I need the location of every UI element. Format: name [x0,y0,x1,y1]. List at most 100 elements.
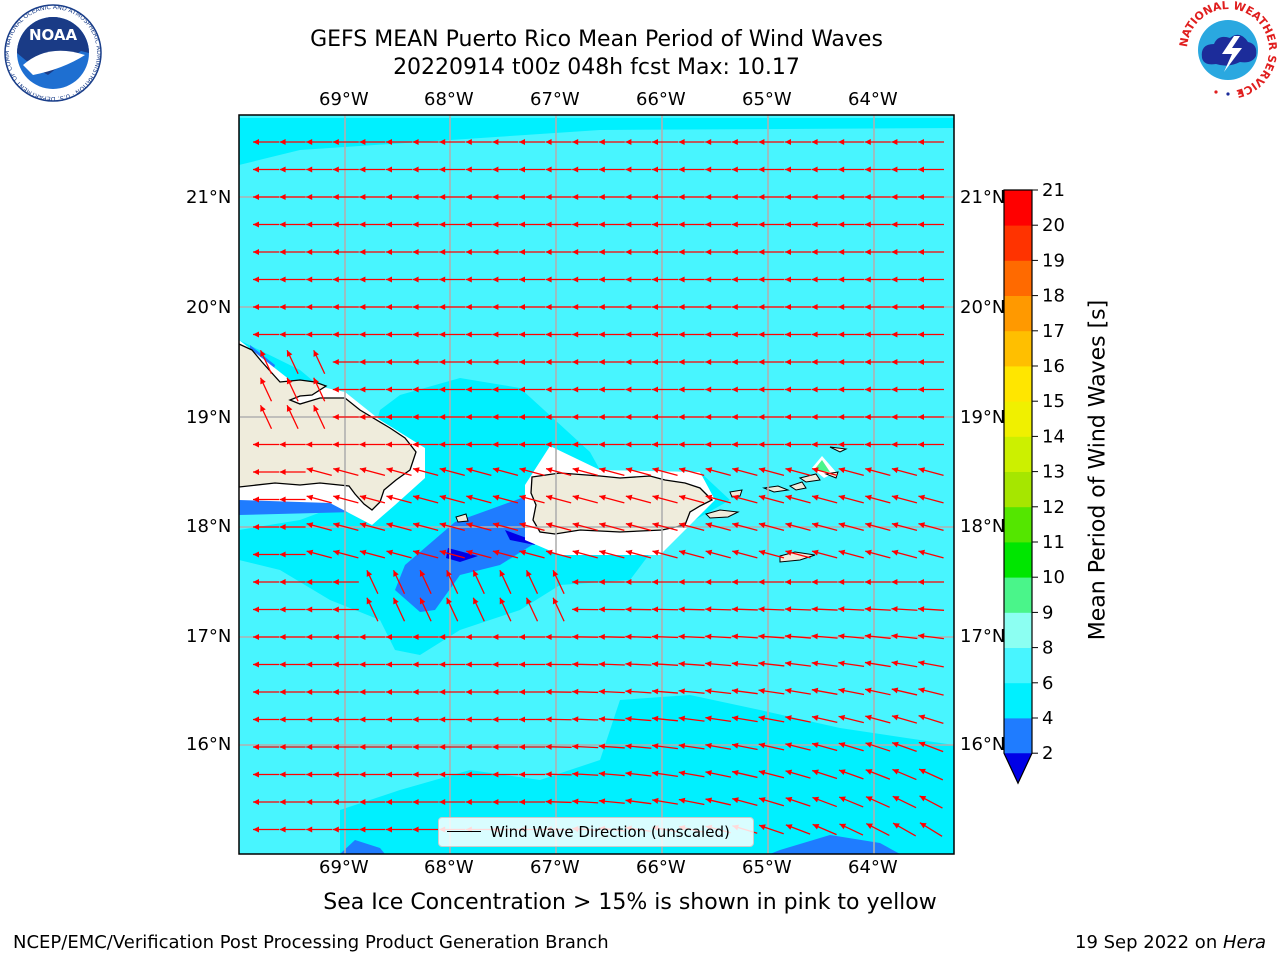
colorbar-band [1004,612,1032,648]
wind-wave-arrowhead [919,795,927,802]
wind-wave-arrowhead [313,350,319,357]
wind-wave-arrowhead [492,716,499,723]
wind-wave-arrowhead [253,166,259,173]
wind-wave-arrowhead [705,249,712,255]
noaa-label: NOAA [29,26,78,44]
lon-label-top-67w: 67°W [530,89,580,110]
wind-wave-arrowhead [678,743,686,749]
wind-wave-arrowhead [678,221,685,228]
colorbar-tick-label: 11 [1042,532,1065,553]
wind-wave-arrowhead [652,549,660,556]
wind-wave-arrowhead [838,742,846,748]
wind-wave-arrowhead [492,194,499,200]
wind-wave-arrowhead [332,359,339,365]
wind-wave-arrowhead [572,359,579,365]
wind-wave-arrowhead [652,441,658,448]
wind-wave-arrowhead [465,166,472,173]
wind-wave-arrowhead [499,597,506,605]
wind-wave-arrowhead [598,139,605,145]
wind-wave-arrowhead [918,221,924,228]
wind-wave-arrowhead [572,606,579,613]
colorbar-band [1004,471,1032,508]
colorbar-band [1004,542,1032,578]
wind-wave-arrowhead [545,249,552,255]
wind-wave-arrowhead [446,597,452,605]
period-zone-lt2-mona-east [505,530,535,545]
wind-wave-arrowhead [386,494,394,501]
wind-wave-arrowhead [359,467,367,474]
wind-wave-arrowhead [812,522,819,529]
wind-wave-arrowhead [732,797,739,804]
wind-wave-arrowhead [572,522,580,529]
wind-wave-arrowhead [758,715,766,722]
wind-wave-arrowhead [519,661,525,668]
wind-wave-arrowhead [279,166,286,173]
wind-wave-arrowhead [519,221,525,228]
wind-wave-arrowhead [918,139,924,145]
colorbar-tick-label: 13 [1042,462,1065,483]
colorbar-tick-label: 15 [1042,391,1065,412]
wind-wave-direction-arrows [253,139,945,837]
wind-wave-arrowhead [386,467,394,474]
wind-wave-arrowhead [253,139,259,145]
wind-wave-arrowhead [705,660,712,667]
wind-wave-arrowhead [918,359,924,365]
wind-wave-arrowhead [918,386,924,393]
map-frame [238,114,955,855]
wind-wave-arrowhead [552,597,559,605]
wind-wave-arrowhead [812,742,819,749]
wind-wave-arrowhead [811,606,818,613]
wind-wave-arrowhead [545,743,552,750]
wind-wave-arrowhead [492,467,500,474]
wind-wave-arrowhead [419,570,426,577]
wind-wave-arrowhead [465,386,472,393]
wind-wave-arrowhead [359,276,366,283]
wind-wave-arrowhead [359,221,366,228]
wind-wave-arrowhead [306,194,313,200]
wind-wave-arrowhead [811,633,818,640]
wind-wave-arrowhead [332,771,339,778]
wind-wave-arrowhead [731,249,738,255]
wind-wave-arrowhead [439,304,446,310]
wind-wave-arrowhead [678,633,685,640]
lon-label-bottom-69w: 69°W [319,857,369,878]
wind-wave-arrowhead [332,139,339,145]
wind-wave-arrowhead [625,221,632,228]
wind-wave-arrowhead [811,715,819,721]
wind-wave-arrowhead [332,799,339,805]
wind-wave-arrowhead [731,359,738,365]
wind-wave-arrowhead [359,386,366,393]
wind-wave-arrowhead [492,276,499,283]
wind-wave-arrowhead [678,194,685,200]
wind-wave-arrowhead [386,276,392,283]
lat-label-left-20n: 20°N [186,297,232,318]
wind-wave-arrowhead [519,249,525,255]
wind-wave-arrowhead [919,822,927,829]
wind-wave-arrowhead [625,467,633,474]
wind-wave-arrowhead [572,414,579,420]
wind-wave-arrowhead [865,769,873,775]
wind-wave-arrowhead [785,633,792,640]
wind-wave-arrowhead [286,377,293,385]
wind-wave-arrowhead [705,633,712,640]
wind-wave-arrowhead [492,634,499,640]
wind-wave-arrowhead [918,494,926,501]
wind-wave-arrowhead [652,688,659,695]
wind-wave-arrowhead [306,771,313,778]
colorbar-band [1004,436,1032,472]
wind-wave-arrowhead [758,633,765,640]
wind-wave-arrowhead [652,221,658,228]
wind-wave-arrowhead [731,606,738,613]
wind-wave-arrowhead [332,194,339,200]
wind-wave-arrowhead [412,139,419,145]
wind-wave-arrowhead [306,744,313,750]
wind-wave-arrowhead [678,359,685,365]
wind-wave-arrowhead [918,276,924,283]
colorbar-outline [1003,189,1033,785]
wind-wave-arrowhead [412,359,419,365]
land-st-thomas [762,485,790,493]
wind-wave-arrowhead [386,634,392,640]
wind-wave-arrowhead [386,304,392,310]
wind-wave-arrowhead [598,386,605,393]
wind-wave-arrowhead [838,714,846,721]
